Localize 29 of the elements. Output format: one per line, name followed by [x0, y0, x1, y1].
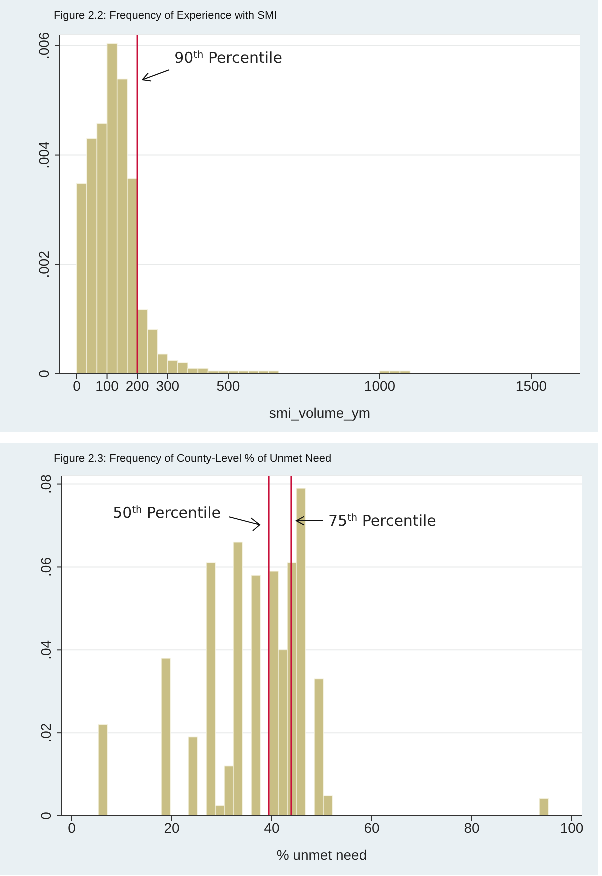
ref-line-label: 50$^{th}$ Percentile [113, 504, 221, 522]
y-tick-label: .06 [38, 557, 54, 577]
x-tick-label: 0 [68, 820, 76, 836]
y-tick-label: .002 [36, 250, 52, 278]
x-tick-label: 40 [264, 820, 280, 836]
y-tick-label: .004 [36, 141, 52, 169]
y-tick-label: .006 [36, 32, 52, 60]
x-tick-label: 500 [216, 378, 240, 394]
ref-line-label: 75$^{th}$ Percentile [328, 512, 436, 530]
y-tick-label: .04 [38, 640, 54, 660]
chart-title: Figure 2.3: Frequency of County-Level % of Unmet Need [54, 453, 332, 465]
y-tick-label: 0 [38, 812, 54, 820]
x-tick-label: 0 [73, 378, 82, 394]
y-tick-label: .08 [38, 474, 54, 494]
x-tick-label: 1000 [364, 378, 396, 394]
x-tick-label: 80 [464, 820, 480, 836]
x-tick-label: 200 [126, 378, 150, 394]
y-tick-label: .02 [38, 723, 54, 743]
chart-title: Figure 2.2: Frequency of Experience with SMI [54, 10, 278, 22]
x-axis-title: smi_volume_ym [269, 405, 371, 421]
x-tick-label: 20 [164, 820, 180, 836]
x-tick-label: 100 [96, 378, 120, 394]
x-tick-label: 1500 [516, 378, 548, 394]
x-tick-label: 100 [560, 820, 584, 836]
x-tick-label: 300 [156, 378, 180, 394]
x-tick-label: 60 [364, 820, 380, 836]
ref-line-label: 90$^{th}$ Percentile [174, 49, 282, 67]
y-tick-label: 0 [36, 370, 52, 378]
x-axis-title: % unmet need [276, 847, 368, 863]
